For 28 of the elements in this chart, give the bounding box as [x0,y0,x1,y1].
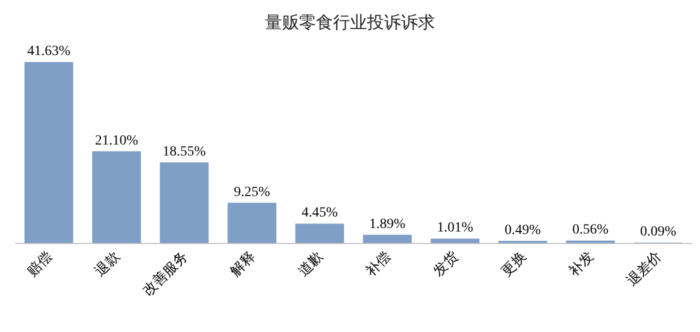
data-label: 4.45% [302,206,338,221]
chart-title: 量贩零食行业投诉诉求 [265,13,435,32]
data-label: 18.55% [162,144,206,160]
data-label: 9.25% [234,184,270,200]
x-tick-label: 更换 [498,248,530,280]
bar [430,238,480,243]
x-tick-label: 赔偿 [24,248,56,280]
data-label: 41.63% [27,44,71,59]
data-label: 0.09% [640,224,677,240]
data-label: 0.56% [572,222,609,238]
bar [92,151,141,243]
x-tick-label: 退款 [92,248,124,280]
x-tick-label: 退差价 [624,248,665,290]
bar [160,162,209,243]
data-label: 21.10% [94,133,138,148]
data-label: 1.01% [436,220,474,236]
x-tick-label: 解释 [228,248,259,280]
x-tick-label: 发货 [430,248,462,280]
x-tick-label: 补发 [566,248,598,280]
data-label: 1.89% [369,216,406,232]
bar [24,62,74,243]
bar [295,224,344,243]
x-tick-label: 补偿 [363,248,394,280]
bar [362,234,412,243]
data-label: 0.49% [504,222,542,238]
x-tick-label: 改善服务 [139,248,192,300]
x-tick-label: 道歉 [295,248,326,280]
bar [228,202,276,243]
